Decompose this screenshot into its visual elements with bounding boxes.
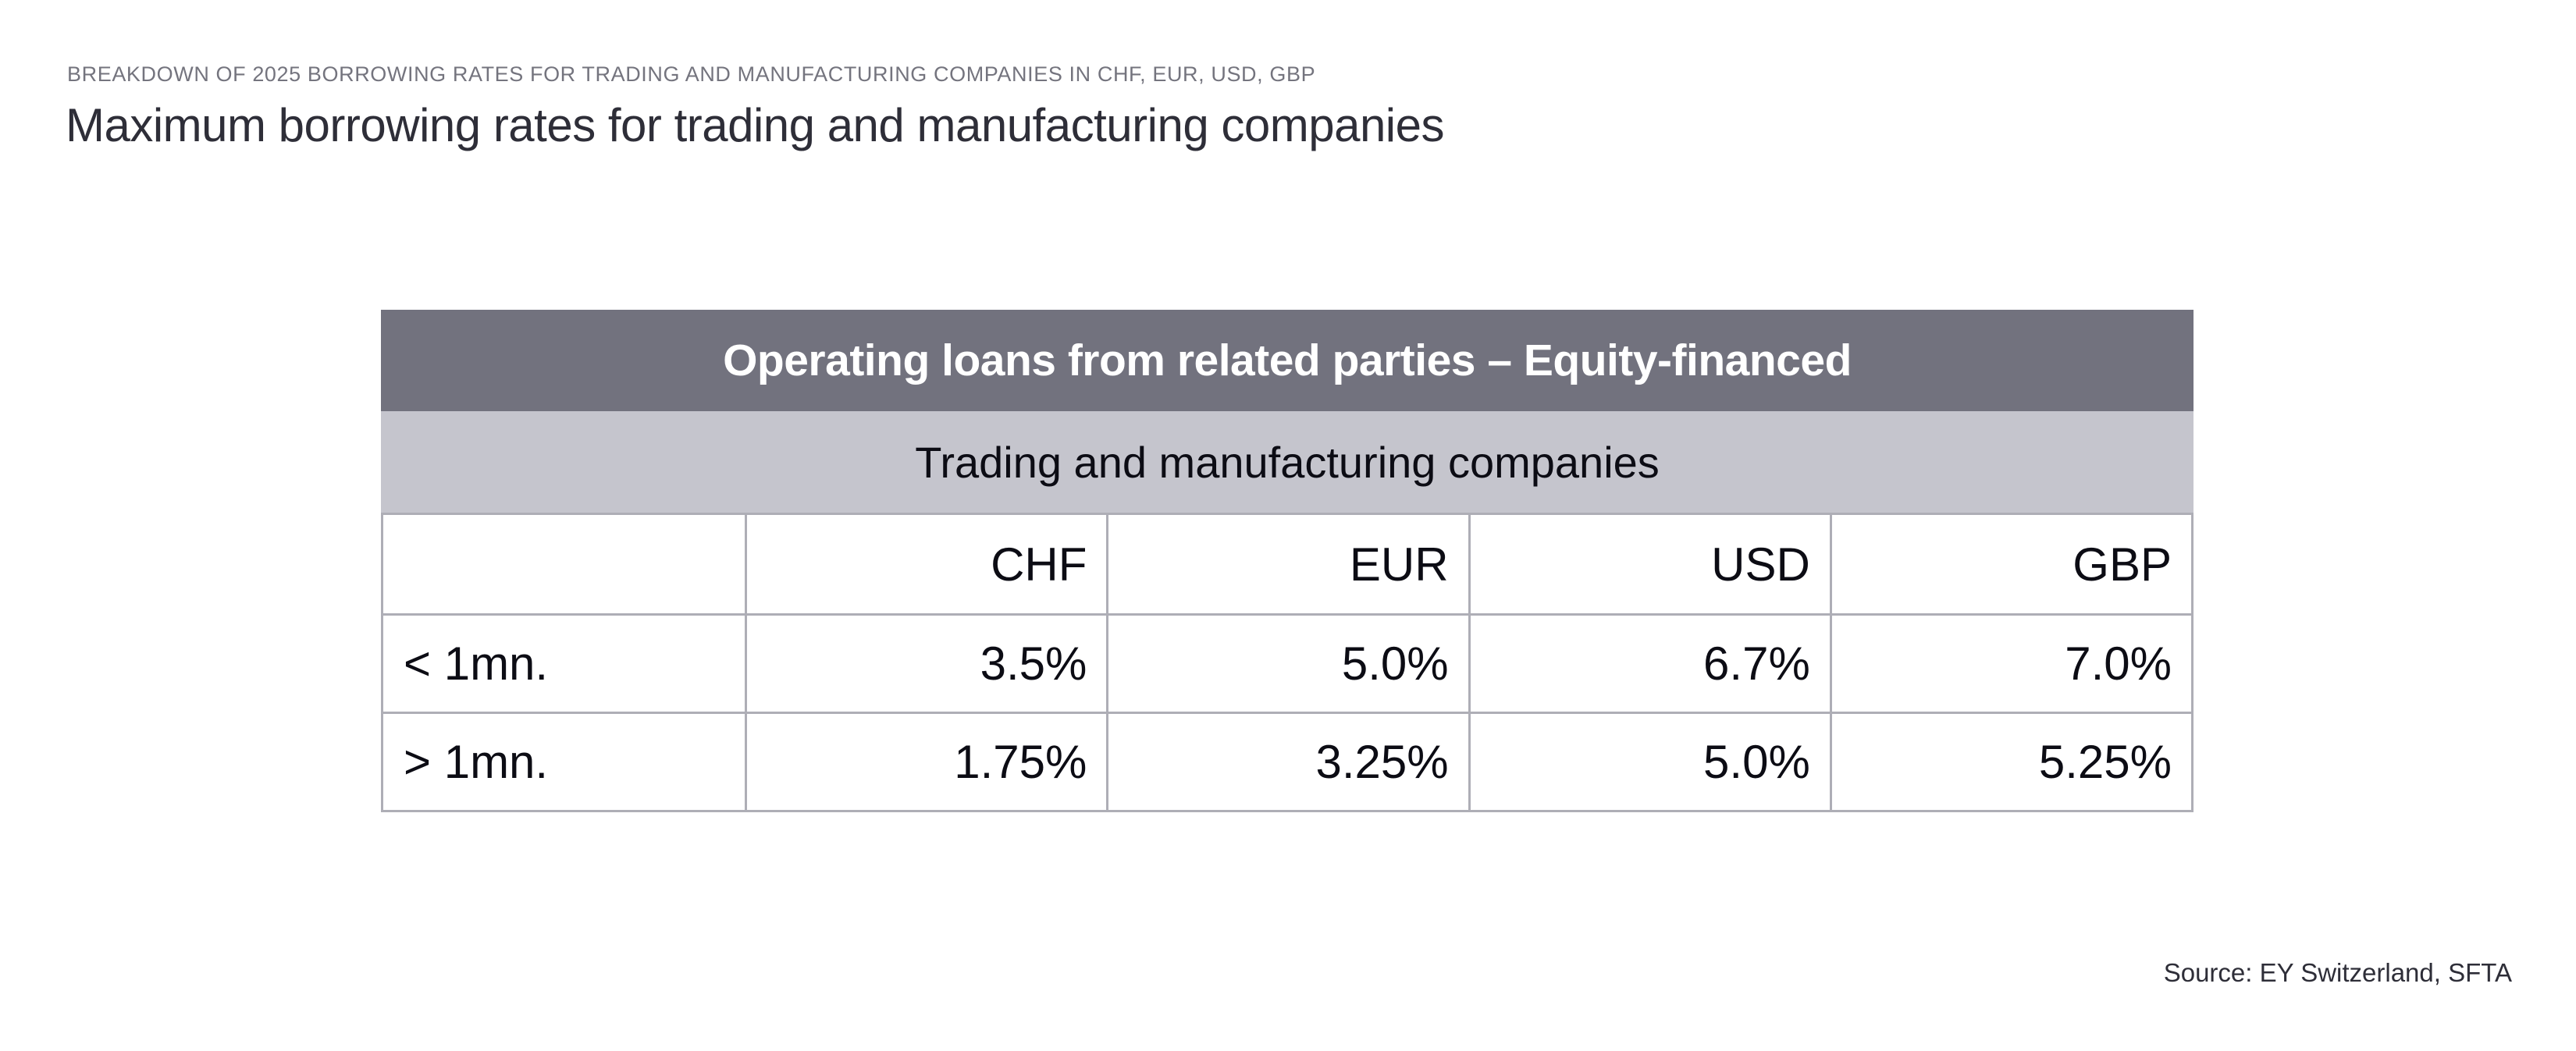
row-label-lt-1mn: < 1mn. (383, 613, 745, 712)
column-header-chf: CHF (745, 515, 1106, 613)
rates-table: Operating loans from related parties – E… (381, 310, 2194, 812)
column-header-usd: USD (1468, 515, 1830, 613)
row-label-gt-1mn: > 1mn. (383, 712, 745, 810)
source-note: Source: EY Switzerland, SFTA (2163, 958, 2512, 987)
column-header-empty (383, 515, 745, 613)
column-header-eur: EUR (1106, 515, 1468, 613)
value-lt1mn-chf: 3.5% (745, 613, 1107, 712)
column-header-gbp: GBP (1829, 515, 2191, 613)
value-gt1mn-usd: 5.0% (1468, 712, 1830, 810)
value-lt1mn-gbp: 7.0% (1829, 613, 2191, 712)
table-grid: CHF EUR USD GBP < 1mn. 3.5% 5.0% 6.7% 7.… (381, 513, 2194, 812)
table-header-band: Operating loans from related parties – E… (381, 310, 2194, 411)
value-gt1mn-eur: 3.25% (1106, 712, 1468, 810)
value-gt1mn-gbp: 5.25% (1829, 712, 2191, 810)
table-subheader-band: Trading and manufacturing companies (381, 411, 2194, 513)
page-title: Maximum borrowing rates for trading and … (66, 99, 1445, 151)
value-lt1mn-usd: 6.7% (1468, 613, 1830, 712)
value-gt1mn-chf: 1.75% (745, 712, 1107, 810)
eyebrow-label: BREAKDOWN OF 2025 BORROWING RATES FOR TR… (67, 62, 1316, 86)
value-lt1mn-eur: 5.0% (1106, 613, 1468, 712)
